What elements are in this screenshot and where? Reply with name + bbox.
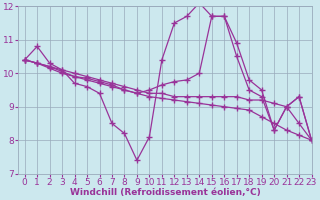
X-axis label: Windchill (Refroidissement éolien,°C): Windchill (Refroidissement éolien,°C) — [70, 188, 260, 197]
